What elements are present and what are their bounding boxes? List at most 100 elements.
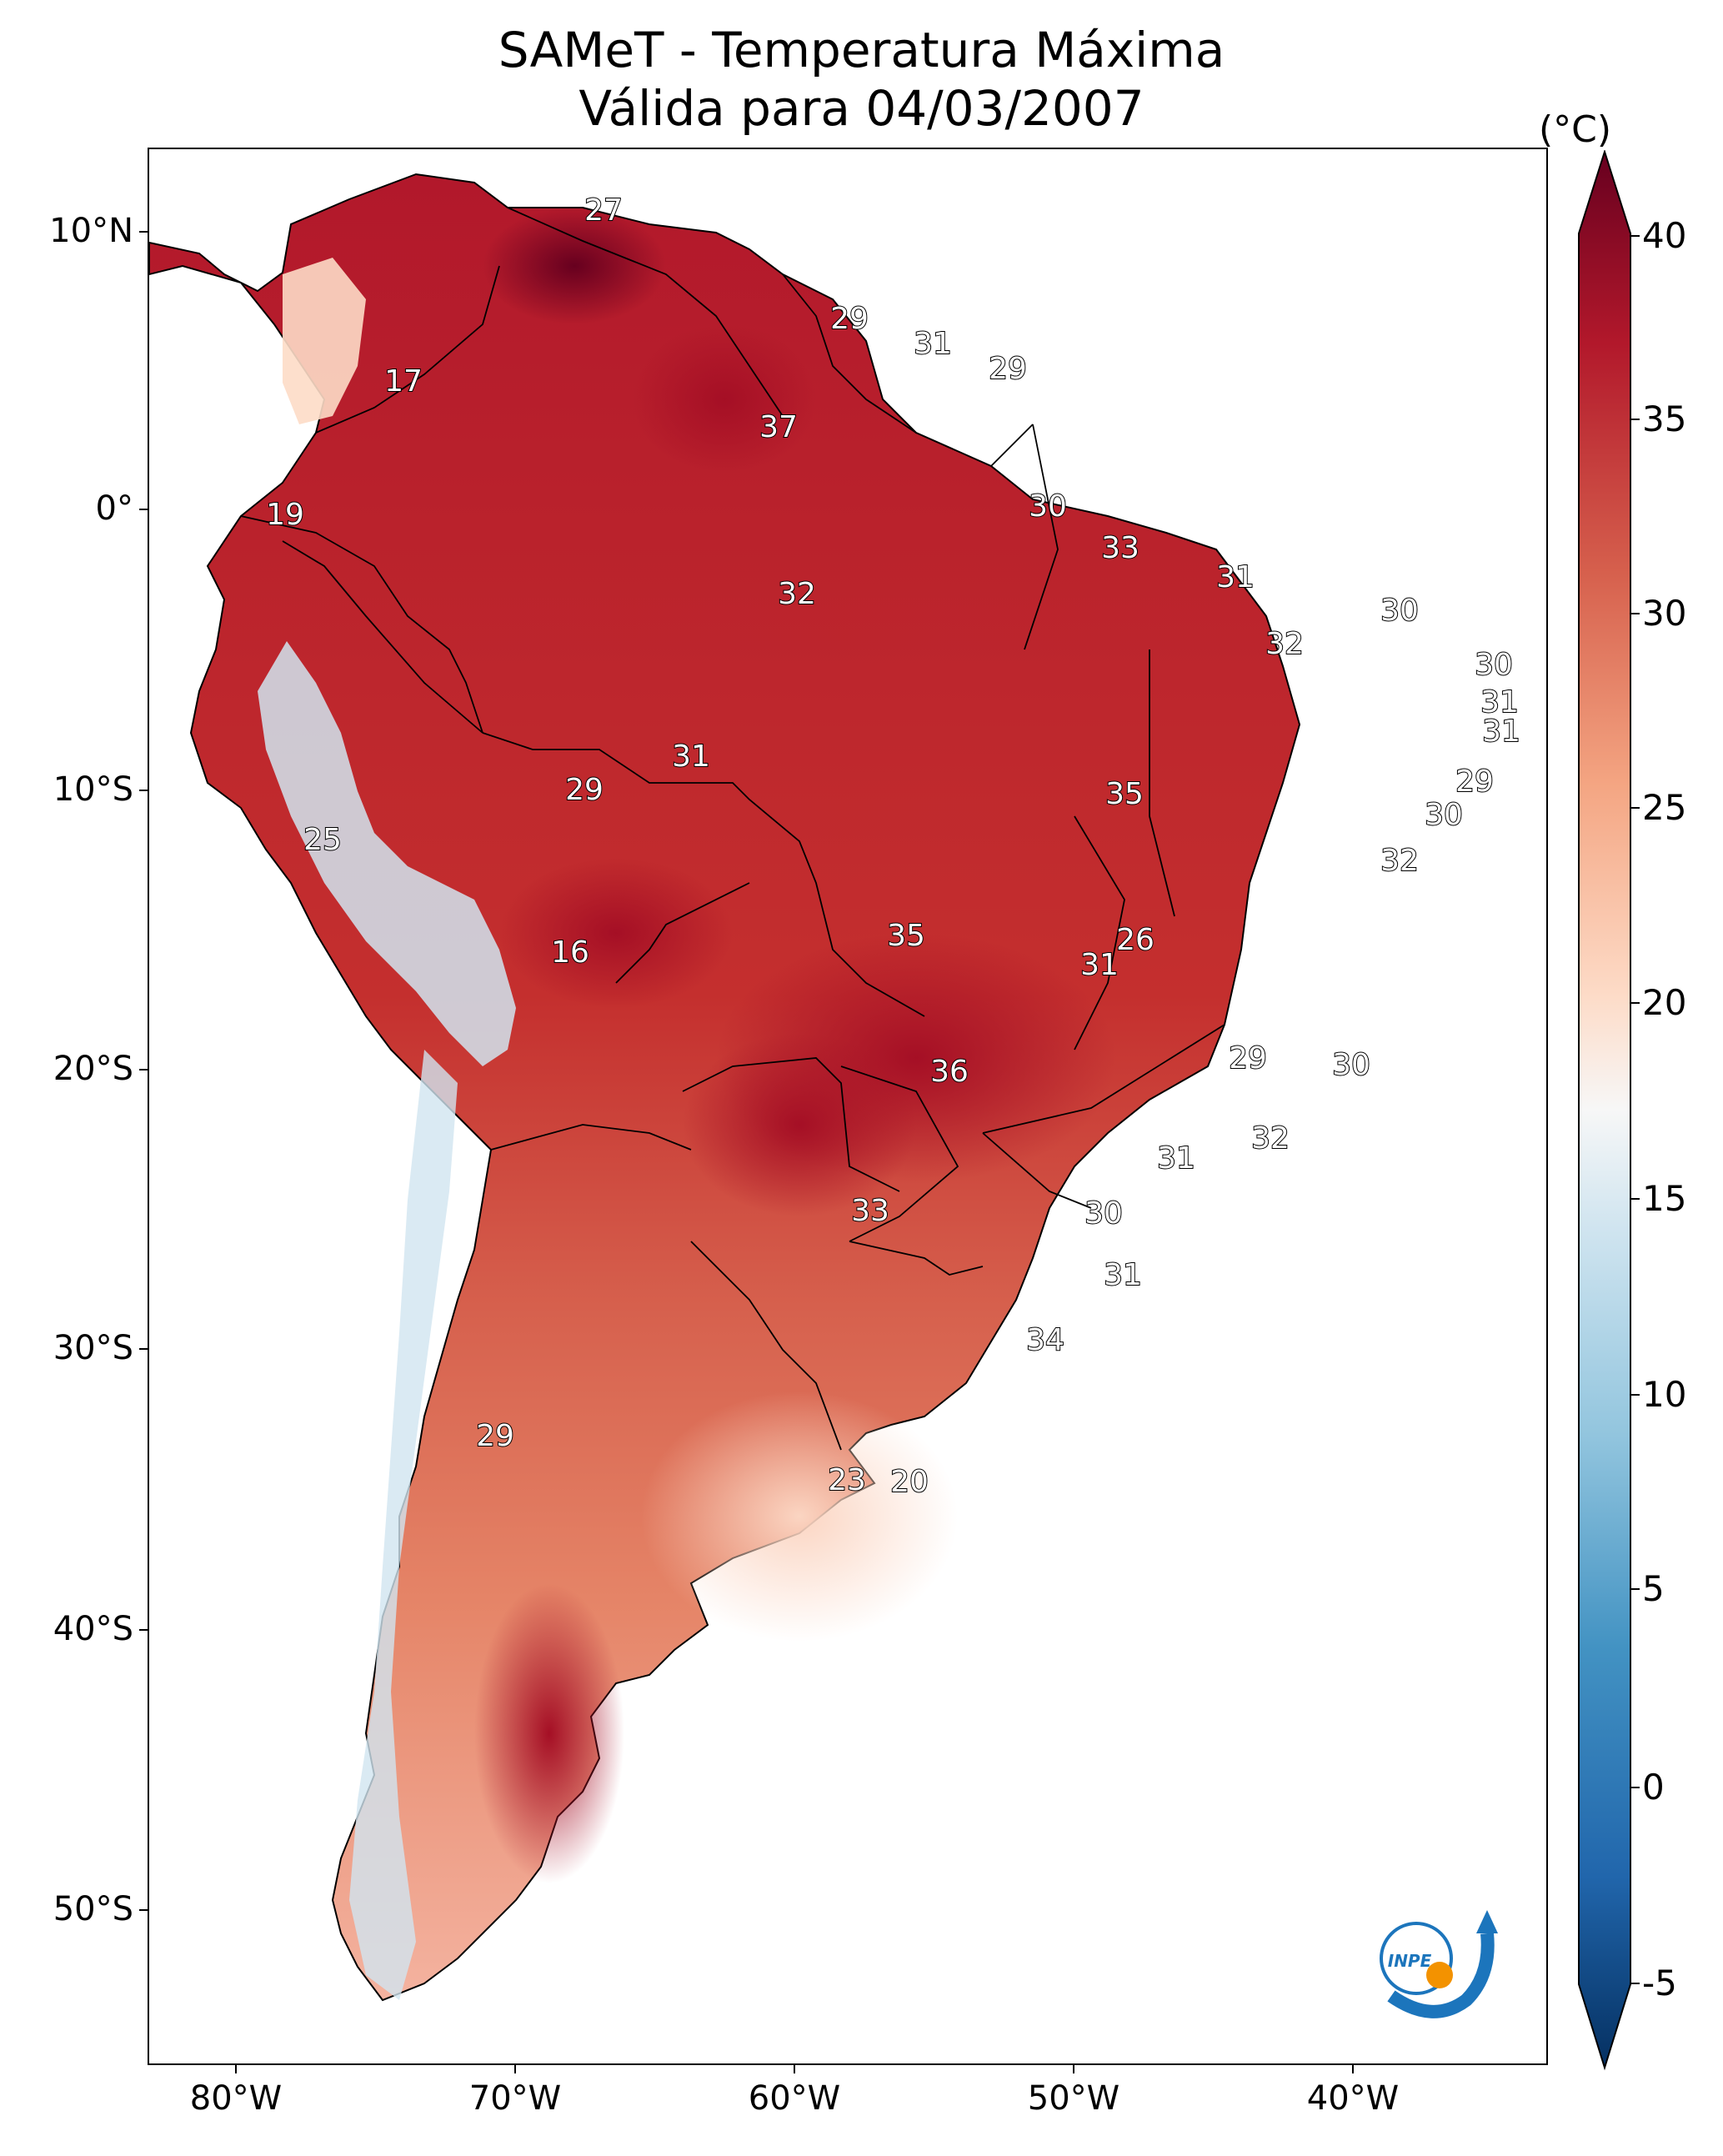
temp-label: 17 [384,364,423,399]
colorbar-tick [1631,235,1640,237]
map-subtitle: Válida para 04/03/2007 [579,80,1144,137]
temp-label: 19 [266,498,304,532]
colorbar-label-0: 0 [1642,1767,1665,1808]
colorbar-tick [1631,1002,1640,1004]
logo-text: INPE [1388,1951,1432,1971]
andes-cold-band [258,641,516,1066]
colorbar [1578,150,1631,2071]
temp-label: 33 [1101,531,1139,565]
temp-label: 31 [1482,714,1520,749]
hot-zone-roraima [633,324,816,474]
country-borders [240,207,1225,1451]
lat-label-10n: 10°N [49,212,133,250]
temp-label: 25 [303,823,342,857]
temp-label: 29 [830,302,869,336]
temp-label: 31 [672,740,710,774]
logo-arrow-icon [1476,1910,1498,1933]
temp-label: 31 [914,327,952,361]
hot-zone-bolivia [499,858,733,1008]
temp-label: 31 [1216,560,1255,594]
temp-label: 30 [1084,1196,1123,1231]
logo-swoosh [1387,1933,1495,2018]
temp-label: 36 [930,1055,969,1089]
temp-label: 30 [1425,798,1463,832]
lon-label-70w: 70°W [468,2079,562,2118]
lat-label-10s: 10°S [53,770,133,809]
colorbar-label-15: 15 [1642,1178,1687,1219]
lat-label-0: 0° [95,489,133,528]
colorbar-label-5: 5 [1642,1568,1665,1609]
logo-ring [1380,1922,1453,1995]
temp-label: 26 [1116,923,1155,957]
colorbar-label-30: 30 [1642,593,1687,634]
temp-label: 37 [759,410,798,444]
map-title: SAMeT - Temperatura Máxima [498,22,1225,78]
lat-tick [139,790,148,791]
temp-label: 29 [565,773,604,807]
temp-label: 34 [1026,1323,1064,1357]
temp-label: 29 [989,352,1027,386]
temp-label: 29 [1229,1041,1267,1075]
lon-label-40w: 40°W [1306,2079,1400,2118]
lon-tick [1352,2065,1354,2073]
temp-label: 32 [1265,627,1304,661]
colorbar-tick [1631,1198,1640,1200]
logo-sun [1426,1962,1453,1988]
lat-label-20s: 20°S [53,1050,133,1088]
lon-label-80w: 80°W [189,2079,283,2118]
temp-label: 30 [1475,648,1513,682]
colorbar-tick [1631,1787,1640,1788]
temp-label: 35 [887,919,925,953]
lat-tick [139,1069,148,1070]
colorbar-unit: (°C) [1539,108,1612,151]
temp-label: 32 [1380,844,1419,878]
lat-tick [139,1629,148,1631]
temp-label: 30 [1332,1048,1370,1082]
temp-label: 33 [851,1194,889,1228]
lon-label-50w: 50°W [1027,2079,1120,2118]
temp-label: 31 [1480,685,1519,720]
colorbar-tick [1631,1394,1640,1396]
colorbar-label-20: 20 [1642,982,1687,1023]
temp-label: 31 [1104,1258,1142,1292]
colorbar-tick [1631,1588,1640,1590]
lat-tick [139,1348,148,1350]
temp-label: 29 [1455,765,1494,799]
inpe-logo: INPE [1380,1910,1498,2018]
colorbar-label-40: 40 [1642,215,1687,256]
lat-label-40s: 40°S [53,1610,133,1648]
lat-tick [139,1909,148,1911]
temp-label: 31 [1157,1141,1195,1176]
colorbar-tick [1631,807,1640,809]
lon-tick [1073,2065,1074,2073]
colombia-andes-cool [283,258,366,424]
colorbar-tick [1631,613,1640,614]
lat-label-30s: 30°S [53,1329,133,1367]
colorbar-label-35: 35 [1642,399,1687,439]
lon-label-60w: 60°W [748,2079,841,2118]
pale-zone-pampas [641,1391,958,1642]
temp-label: 27 [584,193,623,228]
hot-zone-patagonia [474,1583,624,1883]
colorbar-label-10: 10 [1642,1374,1687,1415]
temp-label: 35 [1105,777,1144,811]
map-frame: 27 17 29 31 29 37 19 30 33 31 32 30 32 3… [148,148,1548,2065]
lat-label-50s: 50°S [53,1890,133,1928]
temp-label: 32 [1251,1121,1290,1156]
temp-label: 29 [476,1419,514,1453]
lon-tick [514,2065,516,2073]
temp-label: 20 [890,1465,929,1499]
colorbar-label-neg5: -5 [1642,1963,1677,2003]
temp-label: 30 [1029,489,1067,524]
hot-zone-chaco [683,1033,916,1216]
temp-label: 23 [828,1463,866,1497]
lon-tick [794,2065,795,2073]
andes-south-cold-band [349,1050,458,2000]
temperature-labels: 27 17 29 31 29 37 19 30 33 31 32 30 32 3… [265,193,1521,1500]
hot-core-venezuela [483,208,666,324]
lat-tick [139,231,148,233]
temp-label: 32 [778,577,816,611]
temp-label: 30 [1380,594,1419,628]
temp-label: 16 [551,935,589,970]
colorbar-tick [1631,1983,1640,1984]
